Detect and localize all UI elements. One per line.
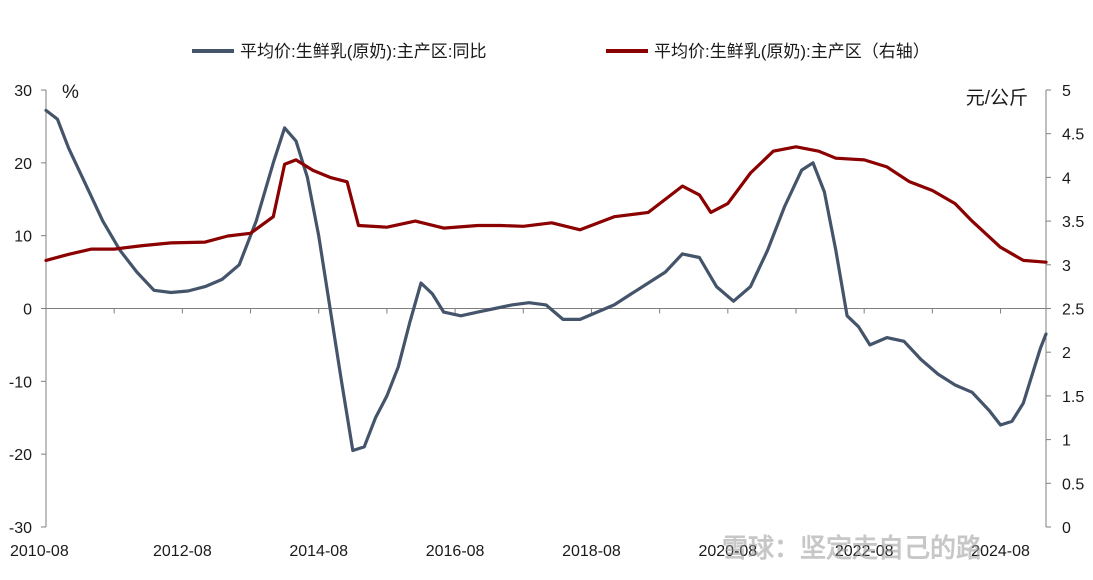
- left-tick-label: 30: [14, 83, 32, 100]
- left-axis-unit: %: [62, 82, 79, 103]
- right-tick-label: 2.5: [1062, 302, 1084, 319]
- right-tick-label: 0: [1062, 520, 1071, 537]
- x-tick-label: 2014-08: [289, 543, 348, 560]
- x-tick-label: 2012-08: [153, 543, 212, 560]
- right-axis-unit: 元/公斤: [966, 87, 1028, 109]
- right-tick-label: 5: [1062, 83, 1071, 100]
- x-tick-label: 2018-08: [562, 543, 621, 560]
- x-tick-label: 2016-08: [426, 543, 485, 560]
- right-tick-label: 1: [1062, 433, 1071, 450]
- watermark: 雪球：坚定走自己的路: [722, 533, 983, 563]
- right-tick-label: 4.5: [1062, 127, 1084, 144]
- left-tick-label: -10: [9, 374, 32, 391]
- left-tick-label: 0: [23, 302, 32, 319]
- legend: 平均价:生鲜乳(原奶):主产区:同比 平均价:生鲜乳(原奶):主产区（右轴）: [192, 42, 930, 61]
- legend-label-2: 平均价:生鲜乳(原奶):主产区（右轴）: [654, 42, 930, 61]
- x-tick-label: 2024-08: [971, 543, 1030, 560]
- right-tick-label: 4: [1062, 170, 1071, 187]
- right-tick-label: 3: [1062, 258, 1071, 275]
- series-line-2: [44, 145, 1048, 264]
- x-tick-label: 2022-08: [835, 543, 894, 560]
- right-tick-label: 2: [1062, 345, 1071, 362]
- axes: 30 20 10 0 -10 -20 -30 5 4.5 4 3.5 3 2.5 2 1.5 1 0.5 0% 元/…: [9, 82, 1084, 560]
- left-tick-label: 10: [14, 229, 32, 246]
- left-tick-label: 20: [14, 156, 32, 173]
- right-tick-label: 1.5: [1062, 389, 1084, 406]
- x-tick-label: 2010-08: [10, 543, 69, 560]
- series-line-1: [44, 108, 1048, 453]
- left-tick-label: -20: [9, 447, 32, 464]
- x-tick-label: 2020-08: [698, 543, 757, 560]
- series-layer: [44, 108, 1048, 453]
- left-tick-label: -30: [9, 520, 32, 537]
- right-tick-label: 0.5: [1062, 476, 1084, 493]
- right-tick-label: 3.5: [1062, 214, 1084, 231]
- legend-label-1: 平均价:生鲜乳(原奶):主产区:同比: [240, 42, 487, 61]
